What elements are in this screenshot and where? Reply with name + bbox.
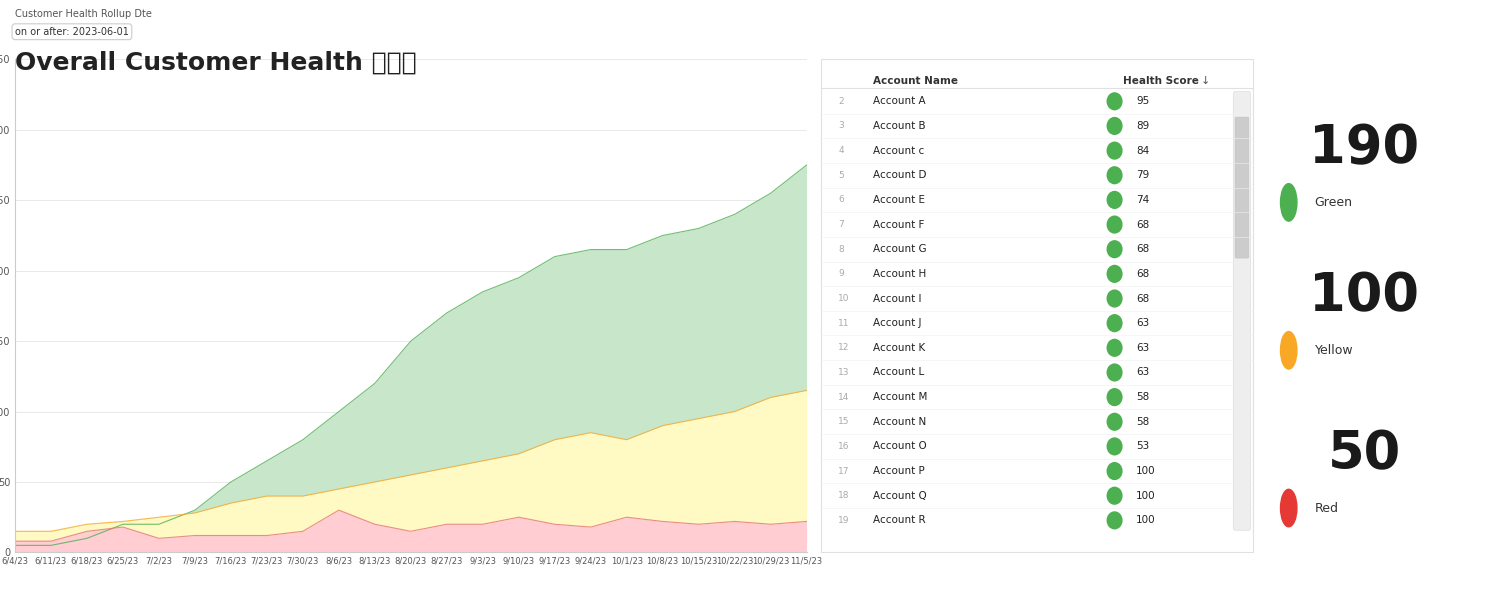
Text: 12: 12	[839, 343, 849, 352]
Text: 4: 4	[839, 146, 843, 155]
Text: 79: 79	[1135, 170, 1149, 180]
Text: 100: 100	[1135, 491, 1156, 501]
Text: Account N: Account N	[873, 417, 926, 426]
Text: 13: 13	[839, 368, 849, 377]
Circle shape	[1107, 463, 1122, 479]
Text: Account c: Account c	[873, 146, 924, 156]
Text: 11: 11	[839, 318, 849, 328]
Text: Account H: Account H	[873, 269, 926, 279]
Text: 100: 100	[1135, 516, 1156, 525]
Circle shape	[1107, 167, 1122, 184]
Text: 9: 9	[839, 269, 843, 279]
Text: Account Name: Account Name	[873, 76, 957, 86]
Text: 190: 190	[1309, 122, 1419, 174]
Text: 58: 58	[1135, 392, 1149, 402]
Circle shape	[1107, 266, 1122, 282]
Text: 17: 17	[839, 466, 849, 476]
Text: Yellow: Yellow	[1315, 344, 1353, 357]
Circle shape	[1107, 388, 1122, 406]
FancyBboxPatch shape	[821, 59, 1252, 552]
Text: 10: 10	[839, 294, 849, 303]
Text: 95: 95	[1135, 96, 1149, 106]
Text: 68: 68	[1135, 293, 1149, 304]
Text: 100: 100	[1135, 466, 1156, 476]
Text: 19: 19	[839, 516, 849, 525]
Text: 63: 63	[1135, 368, 1149, 377]
Text: 8: 8	[839, 245, 843, 254]
Text: Account E: Account E	[873, 195, 924, 205]
Text: Green: Green	[1315, 196, 1353, 209]
Text: 3: 3	[839, 121, 843, 131]
Text: 63: 63	[1135, 343, 1149, 353]
Text: Account A: Account A	[873, 96, 926, 106]
Circle shape	[1107, 216, 1122, 233]
Text: Account F: Account F	[873, 220, 924, 229]
Circle shape	[1107, 438, 1122, 455]
Text: 89: 89	[1135, 121, 1149, 131]
Circle shape	[1107, 364, 1122, 381]
Text: Red: Red	[1315, 501, 1339, 514]
Text: Account Q: Account Q	[873, 491, 927, 501]
Text: 50: 50	[1327, 428, 1401, 480]
Text: Account I: Account I	[873, 293, 921, 304]
Text: 68: 68	[1135, 269, 1149, 279]
Text: 2: 2	[839, 97, 843, 106]
Circle shape	[1107, 413, 1122, 430]
Circle shape	[1107, 512, 1122, 529]
Text: Customer Health Rollup Dte: Customer Health Rollup Dte	[15, 9, 151, 19]
Text: Account M: Account M	[873, 392, 927, 402]
Text: Account P: Account P	[873, 466, 924, 476]
Circle shape	[1107, 142, 1122, 159]
Circle shape	[1281, 331, 1297, 369]
Text: Account D: Account D	[873, 170, 926, 180]
Text: 5: 5	[839, 170, 843, 180]
Circle shape	[1281, 184, 1297, 221]
Text: Account R: Account R	[873, 516, 926, 525]
Text: 6: 6	[839, 195, 843, 204]
Text: 14: 14	[839, 393, 849, 402]
Text: 68: 68	[1135, 220, 1149, 229]
Circle shape	[1107, 118, 1122, 134]
Text: 74: 74	[1135, 195, 1149, 205]
Text: Account K: Account K	[873, 343, 926, 353]
Circle shape	[1107, 241, 1122, 258]
Circle shape	[1107, 290, 1122, 307]
Text: Overall Customer Health 🥦🥕🍅: Overall Customer Health 🥦🥕🍅	[15, 50, 416, 74]
Circle shape	[1107, 487, 1122, 504]
Text: 63: 63	[1135, 318, 1149, 328]
Text: 100: 100	[1309, 270, 1419, 322]
Circle shape	[1107, 339, 1122, 356]
Circle shape	[1107, 315, 1122, 331]
Text: ↓: ↓	[1201, 76, 1210, 86]
Text: Account B: Account B	[873, 121, 926, 131]
Text: 68: 68	[1135, 244, 1149, 254]
Text: 84: 84	[1135, 146, 1149, 156]
Text: 16: 16	[839, 442, 849, 451]
Text: Account O: Account O	[873, 441, 927, 451]
Text: 15: 15	[839, 417, 849, 426]
Text: Account J: Account J	[873, 318, 921, 328]
Text: 7: 7	[839, 220, 843, 229]
Text: Health Score: Health Score	[1124, 76, 1198, 86]
FancyBboxPatch shape	[1233, 91, 1251, 530]
Text: 58: 58	[1135, 417, 1149, 426]
Circle shape	[1107, 93, 1122, 110]
Circle shape	[1281, 489, 1297, 527]
Circle shape	[1107, 191, 1122, 208]
Text: Account G: Account G	[873, 244, 926, 254]
Text: 18: 18	[839, 491, 849, 500]
Text: on or after: 2023-06-01: on or after: 2023-06-01	[15, 27, 129, 37]
Text: 53: 53	[1135, 441, 1149, 451]
Text: Account L: Account L	[873, 368, 924, 377]
FancyBboxPatch shape	[1234, 117, 1249, 258]
